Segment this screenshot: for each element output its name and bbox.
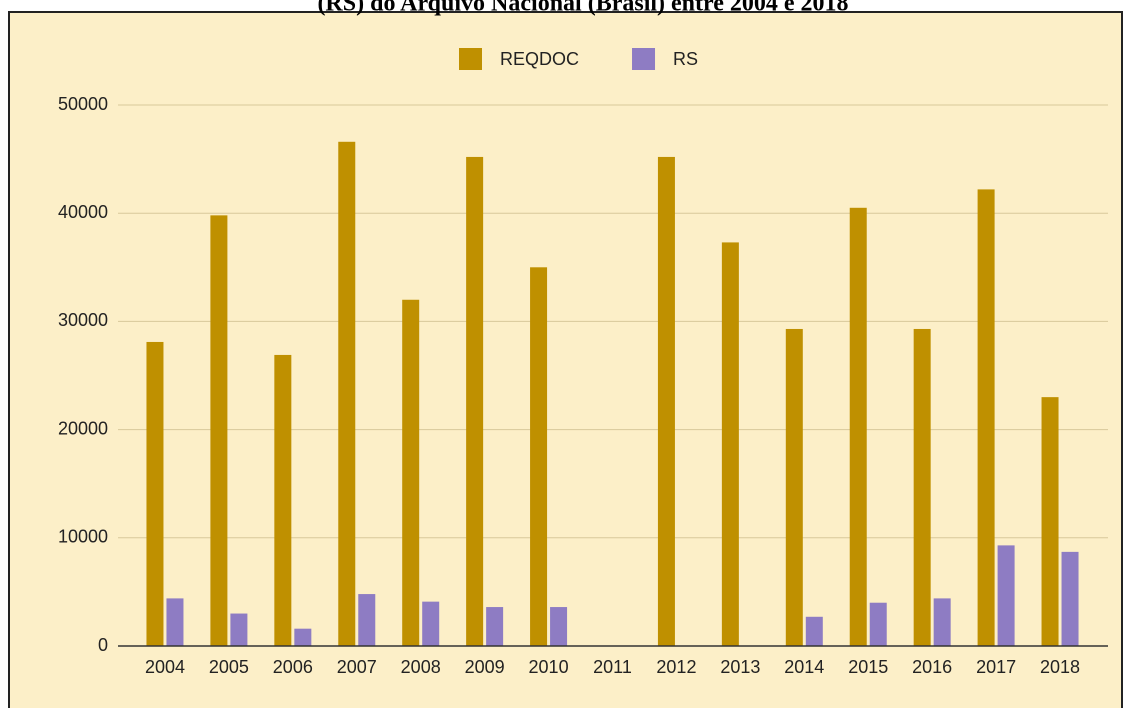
x-tick-label: 2005: [209, 657, 249, 677]
bar: [913, 328, 931, 646]
x-tick-label: 2010: [529, 657, 569, 677]
bar: [977, 189, 995, 646]
bar: [805, 616, 823, 646]
chart-frame: [8, 11, 1123, 708]
bar: [785, 328, 803, 646]
x-tick-label: 2016: [912, 657, 952, 677]
legend-swatch: [632, 48, 656, 70]
bar: [422, 601, 440, 646]
bar: [997, 545, 1015, 646]
y-tick-label: 0: [98, 635, 108, 655]
bar: [146, 341, 164, 646]
bar: [230, 613, 248, 646]
bar: [338, 141, 356, 646]
x-tick-label: 2015: [848, 657, 888, 677]
y-tick-label: 50000: [58, 94, 108, 114]
legend-label: RS: [673, 49, 698, 69]
x-tick-label: 2011: [593, 657, 632, 677]
bar: [849, 207, 867, 647]
x-tick-label: 2014: [784, 657, 824, 677]
y-tick-label: 10000: [58, 527, 108, 547]
x-tick-label: 2018: [1040, 657, 1080, 677]
x-tick-label: 2007: [337, 657, 377, 677]
x-tick-label: 2009: [465, 657, 505, 677]
y-tick-label: 40000: [58, 202, 108, 222]
bar: [210, 215, 228, 646]
legend-label: REQDOC: [500, 49, 579, 69]
bar: [869, 602, 887, 646]
bar: [1061, 551, 1079, 646]
x-tick-label: 2006: [273, 657, 313, 677]
bar: [486, 607, 504, 646]
y-tick-label: 20000: [58, 418, 108, 438]
chart-title: (RS) do Arquivo Nacional (Brasil) entre …: [317, 0, 848, 17]
x-tick-label: 2013: [720, 657, 760, 677]
bar: [933, 598, 951, 646]
bar: [274, 354, 292, 646]
bar: [402, 299, 420, 646]
y-tick-label: 30000: [58, 310, 108, 330]
bar: [466, 156, 484, 646]
x-tick-label: 2004: [145, 657, 185, 677]
bar: [721, 242, 739, 646]
bar: [657, 156, 675, 646]
bar: [294, 628, 312, 646]
x-tick-label: 2017: [976, 657, 1016, 677]
bar: [530, 267, 548, 646]
bar: [1041, 397, 1059, 646]
legend-swatch: [459, 48, 482, 70]
x-tick-label: 2008: [401, 657, 441, 677]
bar: [166, 598, 184, 646]
bar: [358, 594, 376, 646]
x-tick-label: 2012: [656, 657, 696, 677]
bar: [550, 607, 568, 646]
